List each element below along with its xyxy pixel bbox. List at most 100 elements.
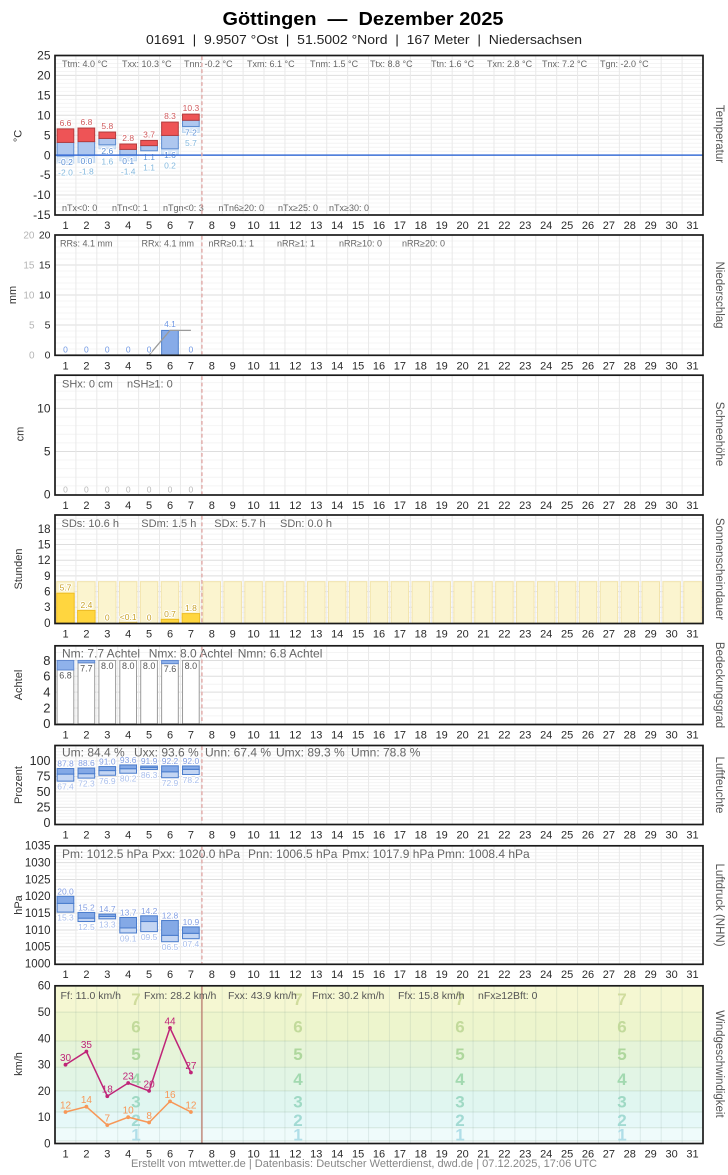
svg-text:7.6: 7.6 [164, 664, 177, 674]
svg-text:4: 4 [43, 685, 50, 700]
svg-text:11: 11 [269, 500, 280, 512]
svg-text:5: 5 [29, 320, 35, 331]
svg-text:27: 27 [185, 1061, 197, 1072]
svg-text:28: 28 [624, 730, 636, 742]
svg-text:8: 8 [209, 730, 215, 742]
svg-text:88.6: 88.6 [78, 758, 95, 768]
svg-text:26: 26 [582, 830, 594, 842]
svg-text:30: 30 [665, 500, 677, 512]
svg-text:13: 13 [310, 1148, 322, 1160]
svg-text:0: 0 [44, 618, 50, 630]
svg-text:11: 11 [269, 1148, 280, 1160]
svg-text:Pmx: 1017.9 hPa: Pmx: 1017.9 hPa [342, 847, 434, 861]
svg-text:25: 25 [561, 730, 573, 742]
svg-text:29: 29 [645, 360, 657, 372]
svg-text:22: 22 [498, 1148, 510, 1160]
svg-text:9: 9 [230, 220, 236, 232]
svg-text:10: 10 [123, 1106, 135, 1117]
svg-text:12: 12 [185, 1101, 197, 1112]
svg-text:8: 8 [209, 830, 215, 842]
svg-text:0: 0 [45, 350, 51, 362]
svg-text:13: 13 [310, 969, 322, 981]
svg-text:31: 31 [686, 500, 698, 512]
svg-text:nRR≥1: 1: nRR≥1: 1 [277, 239, 315, 249]
svg-text:2: 2 [83, 629, 89, 641]
svg-text:0: 0 [43, 716, 50, 731]
svg-text:10: 10 [247, 730, 259, 742]
svg-text:23: 23 [519, 360, 531, 372]
svg-text:13.3: 13.3 [99, 919, 116, 929]
svg-text:3: 3 [44, 602, 50, 614]
svg-text:2: 2 [455, 1111, 464, 1130]
svg-text:93.6: 93.6 [120, 755, 137, 765]
svg-text:26: 26 [582, 220, 594, 232]
svg-text:7: 7 [188, 629, 194, 641]
svg-text:5: 5 [146, 969, 152, 981]
svg-text:1000: 1000 [25, 959, 51, 971]
svg-text:nRR≥10: 0: nRR≥10: 0 [339, 239, 382, 249]
svg-text:92.0: 92.0 [183, 756, 200, 766]
svg-text:Göttingen — Dezember 2025: Göttingen — Dezember 2025 [223, 9, 504, 29]
svg-text:16: 16 [373, 360, 385, 372]
svg-text:Pnn: 1006.5 hPa: Pnn: 1006.5 hPa [248, 847, 338, 861]
svg-text:2: 2 [83, 220, 89, 232]
svg-text:Ttn: 1.6 °C: Ttn: 1.6 °C [431, 59, 475, 69]
svg-text:14: 14 [331, 730, 343, 742]
svg-text:4: 4 [455, 1070, 465, 1089]
svg-text:5: 5 [131, 1045, 140, 1064]
svg-text:°C: °C [13, 130, 25, 142]
svg-text:20: 20 [456, 1148, 468, 1160]
svg-text:-0.2: -0.2 [58, 157, 73, 167]
svg-text:100: 100 [30, 754, 51, 768]
svg-text:7.7: 7.7 [80, 663, 93, 673]
svg-text:27: 27 [603, 220, 615, 232]
svg-text:31: 31 [686, 969, 698, 981]
svg-text:25: 25 [561, 969, 573, 981]
svg-text:Niederschlag: Niederschlag [713, 261, 725, 328]
svg-text:0: 0 [44, 816, 51, 830]
svg-text:20: 20 [456, 629, 468, 641]
svg-text:3: 3 [131, 1092, 140, 1111]
svg-text:Erstellt von mtwetter.de | Dat: Erstellt von mtwetter.de | Datenbasis: D… [131, 1158, 597, 1170]
svg-text:12: 12 [60, 1101, 72, 1112]
svg-text:91.9: 91.9 [141, 756, 158, 766]
svg-text:10.3: 10.3 [183, 103, 200, 113]
svg-text:14: 14 [331, 1148, 343, 1160]
svg-text:20.0: 20.0 [57, 886, 74, 896]
svg-text:12.8: 12.8 [162, 911, 179, 921]
svg-text:12: 12 [289, 360, 301, 372]
svg-text:6: 6 [167, 220, 173, 232]
svg-text:12: 12 [289, 500, 301, 512]
svg-text:19: 19 [436, 730, 448, 742]
svg-text:14.7: 14.7 [99, 904, 116, 914]
svg-text:25: 25 [37, 801, 51, 815]
svg-text:6: 6 [167, 830, 173, 842]
svg-text:09.1: 09.1 [120, 934, 137, 944]
svg-text:27: 27 [603, 730, 615, 742]
svg-text:67.4: 67.4 [57, 782, 74, 792]
svg-text:7: 7 [105, 1114, 111, 1125]
svg-text:0: 0 [147, 344, 152, 354]
svg-text:24: 24 [540, 220, 552, 232]
svg-text:-2.0: -2.0 [58, 168, 73, 178]
svg-text:07.4: 07.4 [183, 939, 200, 949]
svg-text:3: 3 [104, 969, 110, 981]
svg-text:72.3: 72.3 [78, 779, 95, 789]
svg-text:7: 7 [188, 500, 194, 512]
svg-text:22: 22 [498, 730, 510, 742]
svg-text:13: 13 [310, 830, 322, 842]
svg-text:Um: 84.4 %: Um: 84.4 % [62, 746, 125, 760]
svg-text:3: 3 [104, 629, 110, 641]
svg-text:7: 7 [293, 990, 302, 1009]
svg-text:20: 20 [456, 220, 468, 232]
svg-text:5: 5 [455, 1045, 464, 1064]
svg-text:15: 15 [39, 260, 51, 272]
svg-text:2: 2 [131, 1111, 140, 1130]
svg-text:29: 29 [645, 1148, 657, 1160]
svg-text:27: 27 [603, 830, 615, 842]
svg-text:2.4: 2.4 [80, 600, 92, 610]
svg-text:1005: 1005 [25, 942, 51, 954]
svg-text:6: 6 [167, 629, 173, 641]
svg-text:92.2: 92.2 [162, 756, 179, 766]
svg-text:18: 18 [415, 830, 427, 842]
